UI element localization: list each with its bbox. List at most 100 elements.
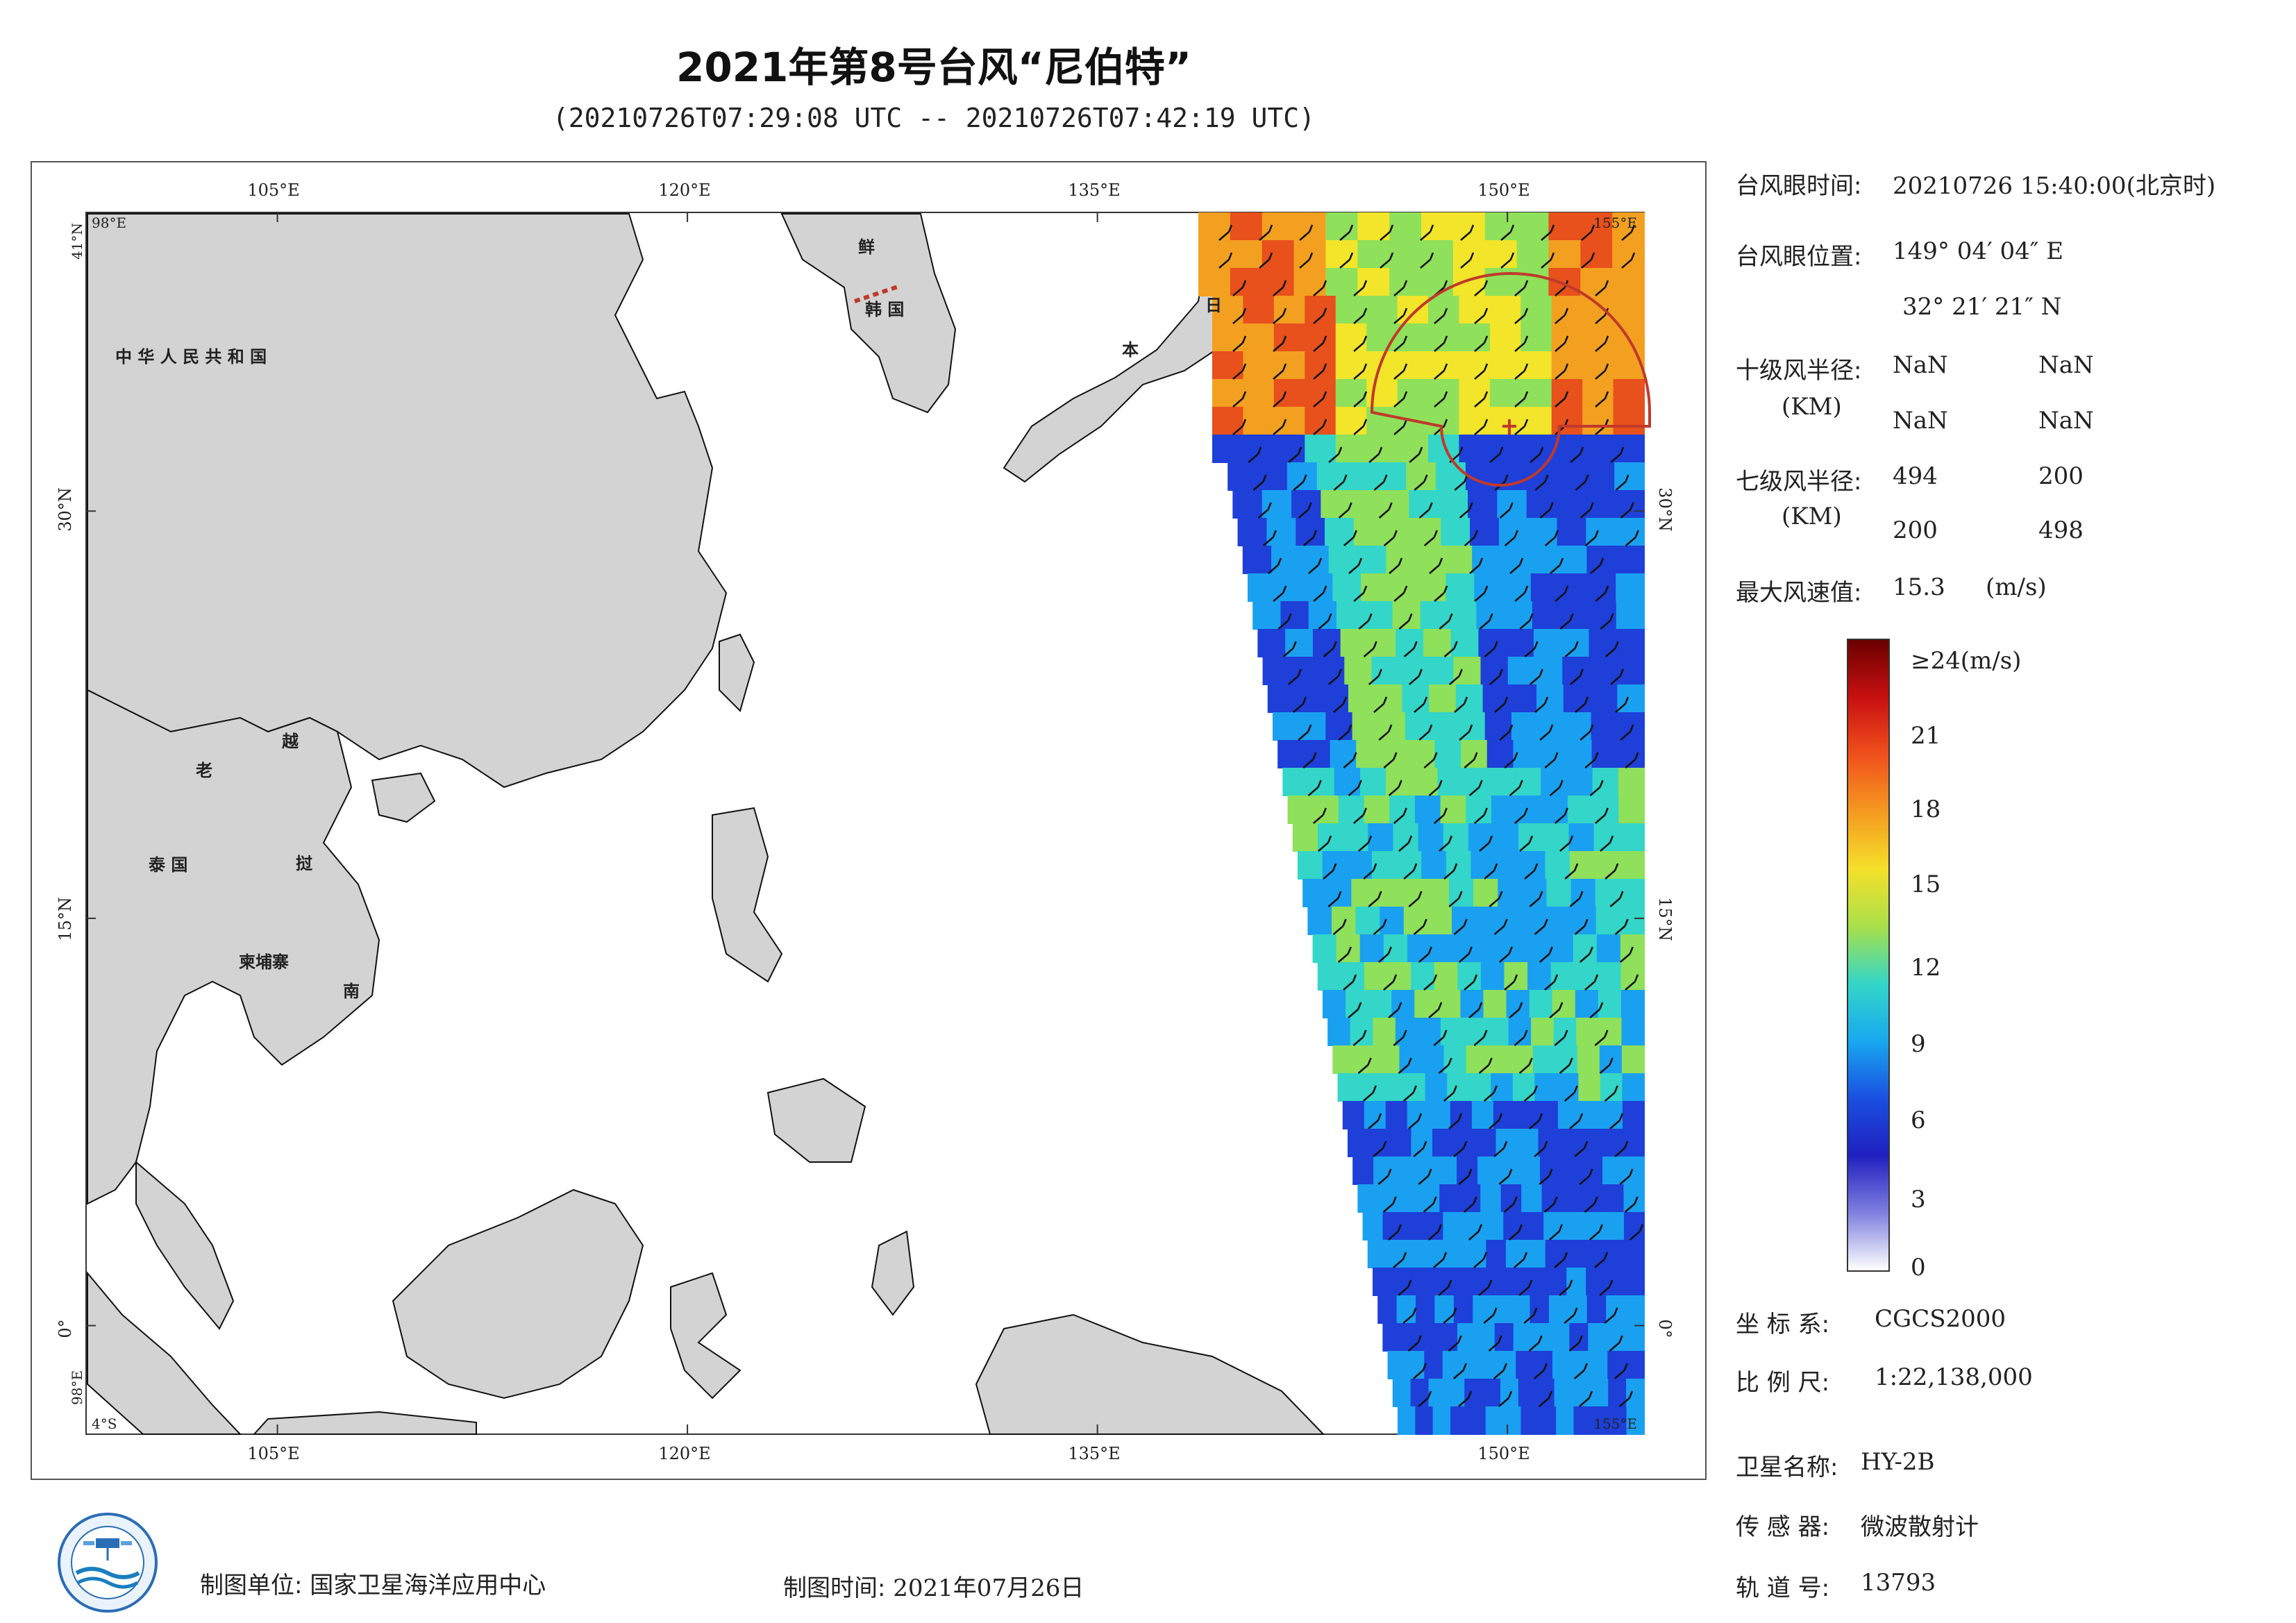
wind-barb <box>1530 446 1544 463</box>
wind-barb <box>1523 1307 1538 1324</box>
swath-cell <box>1334 768 1361 796</box>
wind-barb <box>1428 780 1443 796</box>
swath-cell <box>1440 1018 1464 1046</box>
wind-barb <box>1498 1168 1513 1185</box>
swath-cell <box>1600 1073 1623 1102</box>
swath-cell <box>1493 1101 1516 1129</box>
swath-cell <box>1618 740 1645 768</box>
eye-pos-lat: 32° 21′ 21″ N <box>1902 293 2062 321</box>
swath-cell <box>1355 1045 1378 1074</box>
swath-cell <box>1332 1045 1356 1074</box>
swath-cell <box>1552 1351 1572 1379</box>
swath-cell <box>1564 712 1592 741</box>
swath-cell <box>1598 1018 1623 1046</box>
swath-cell <box>1562 657 1591 685</box>
wind-barb <box>1504 530 1518 546</box>
wind-barb <box>1393 1252 1407 1268</box>
swath-cell <box>1262 657 1291 685</box>
swath-cell <box>1243 351 1275 380</box>
swath-cell <box>1459 296 1491 324</box>
swath-cell <box>1582 296 1614 324</box>
wind-barb <box>1594 807 1609 824</box>
wind-barb <box>1539 946 1553 963</box>
wind-barb <box>1559 1279 1573 1296</box>
swath-cell <box>1623 1184 1645 1213</box>
swath-cell <box>1550 962 1575 991</box>
lat-tick-right-30: 30°N <box>1655 487 1675 532</box>
r10-ne: NaN <box>1893 351 1948 379</box>
swath-cell <box>1428 323 1460 352</box>
swath-cell <box>1389 240 1422 269</box>
wind-barb <box>1273 585 1287 602</box>
wind-barb <box>1443 1307 1457 1324</box>
swath-cell <box>1424 1351 1443 1379</box>
wind-barb <box>1619 1390 1634 1407</box>
swath-cell <box>1243 379 1275 407</box>
wind-barb <box>1389 557 1403 574</box>
wind-barb <box>1388 780 1402 796</box>
swath-cell <box>1511 1295 1531 1324</box>
wind-barb <box>1454 696 1468 713</box>
wind-barb <box>1378 724 1393 741</box>
wind-barb <box>1514 419 1529 435</box>
swath-cell <box>1475 1323 1495 1352</box>
swath-cell <box>1616 629 1645 657</box>
land-borneo <box>392 1188 644 1399</box>
swath-cell <box>1498 1157 1520 1185</box>
swath-cell <box>1420 1323 1440 1352</box>
swath-cell <box>1305 351 1336 380</box>
swath-cell <box>1321 684 1349 713</box>
swath-cell <box>1408 740 1436 768</box>
swath-cell <box>1371 657 1400 685</box>
wind-barb <box>1423 974 1438 991</box>
wind-barb <box>1595 280 1609 296</box>
wind-barb <box>1262 530 1277 546</box>
wind-barb <box>1584 974 1599 991</box>
swath-cell <box>1342 1101 1365 1129</box>
swath-cell <box>1516 796 1543 824</box>
swath-cell <box>1625 1295 1645 1324</box>
swath-cell <box>1436 1157 1458 1185</box>
swath-cell <box>1619 879 1645 907</box>
lon-tick-top-135: 135°E <box>1068 180 1120 200</box>
swath-cell <box>1569 1323 1589 1352</box>
wind-barb <box>1575 696 1589 713</box>
land-malay <box>135 1160 235 1330</box>
swath-cell <box>1427 907 1453 935</box>
swath-cell <box>1272 712 1300 741</box>
wind-barb <box>1619 946 1634 963</box>
swath-cell <box>1280 601 1309 630</box>
wind-barb <box>1584 1196 1598 1213</box>
swath-cell <box>1489 351 1522 380</box>
wind-barb <box>1564 1307 1578 1324</box>
swath-cell <box>1387 962 1412 991</box>
wind-barb <box>1268 557 1282 574</box>
wind-barb <box>1483 1085 1498 1102</box>
max-wind-unit: (m/s) <box>1986 573 2047 601</box>
swath-cell <box>1242 546 1273 574</box>
swath-cell <box>1372 1268 1393 1296</box>
wind-barb <box>1460 252 1475 269</box>
wind-barb <box>1544 530 1559 546</box>
lon-tick-top-150: 150°E <box>1477 180 1530 200</box>
wind-barb <box>1418 1390 1432 1407</box>
swath-cell <box>1368 990 1393 1018</box>
wind-barbs <box>1218 224 1643 1407</box>
wind-barb <box>1287 668 1302 685</box>
wind-barb <box>1434 335 1448 352</box>
wind-barb <box>1327 668 1342 685</box>
swath-cell <box>1198 268 1231 296</box>
wind-barb <box>1534 918 1548 935</box>
swath-cell <box>1586 1295 1607 1324</box>
map-canvas[interactable]: 105°E 120°E 135°E 150°E 105°E 120°E 135°… <box>32 162 1705 1479</box>
swath-cell <box>1257 629 1287 657</box>
swath-cell <box>1346 462 1377 491</box>
swath-cell <box>1625 1268 1645 1296</box>
swath-cell <box>1450 629 1480 657</box>
swath-cell <box>1257 462 1288 491</box>
swath-cell <box>1489 1268 1509 1296</box>
swath-cell <box>1532 601 1561 630</box>
wind-barb <box>1529 1113 1543 1129</box>
wind-barb <box>1418 502 1433 519</box>
wind-barb <box>1327 891 1342 907</box>
